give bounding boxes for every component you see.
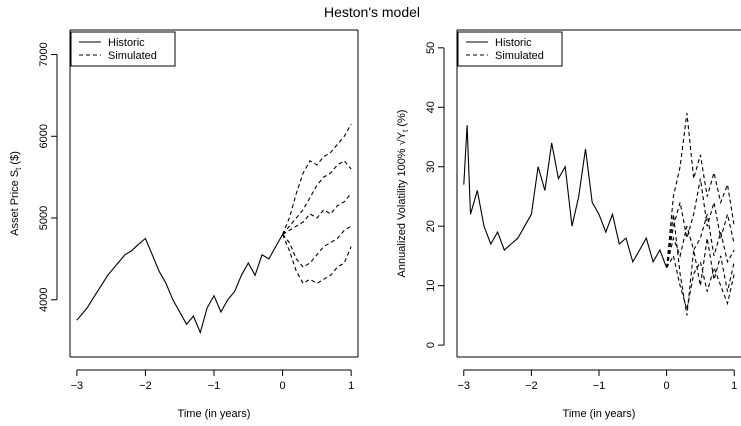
x-tick-label: −3	[71, 380, 84, 392]
legend-box	[457, 31, 563, 67]
series-line-simulated	[282, 234, 352, 285]
y-tick-label: 7000	[38, 42, 50, 66]
panel-asset-price: −3 −2 −1 0 1 4000 5000 6000 7000 Time (in years) A…	[9, 29, 359, 420]
legend-label: Historic	[108, 37, 145, 49]
series-line-simulated	[666, 214, 735, 268]
series-group	[76, 123, 352, 335]
series-line-simulated	[666, 214, 735, 316]
series-line-simulated	[666, 113, 735, 268]
x-tick-label: −2	[525, 380, 538, 392]
legend-box	[70, 31, 176, 67]
x-tick-label: −1	[208, 380, 221, 392]
series-line-simulated	[666, 178, 735, 268]
series-line-simulated	[282, 123, 352, 235]
main-title: Heston's model	[324, 4, 420, 20]
x-tick-label: −1	[593, 380, 606, 392]
y-tick-label: 30	[425, 161, 437, 173]
series-line-simulated	[282, 225, 352, 268]
x-tick-label: −2	[139, 380, 152, 392]
y-tick-label: 0	[425, 342, 437, 348]
series-line-historic	[463, 125, 668, 268]
x-tick-label: −3	[457, 380, 470, 392]
series-line-simulated	[282, 193, 352, 235]
y-tick-label: 5000	[38, 206, 50, 230]
series-group	[463, 113, 735, 316]
x-axis-title: Time (in years)	[563, 408, 636, 420]
series-line-simulated	[282, 160, 352, 235]
x-tick-label: 1	[731, 380, 737, 392]
y-axis-title: Annualized Volatility 100% √Yt (%)	[396, 110, 410, 278]
y-tick-label: 6000	[38, 124, 50, 148]
y-axis-title: Asset Price St ($)	[9, 151, 23, 236]
x-axis-title: Time (in years)	[178, 408, 251, 420]
series-line-historic	[76, 234, 284, 335]
y-tick-label: 20	[425, 220, 437, 232]
legend-label: Historic	[495, 37, 532, 49]
series-line-simulated	[666, 254, 735, 310]
y-tick-label: 40	[425, 101, 437, 113]
x-tick-label: 0	[280, 380, 286, 392]
x-tick-label: 1	[348, 380, 354, 392]
x-tick-label: 0	[664, 380, 670, 392]
legend-label: Simulated	[108, 50, 157, 62]
legend-label: Simulated	[495, 50, 544, 62]
y-tick-label: 50	[425, 42, 437, 54]
y-tick-label: 4000	[38, 288, 50, 312]
y-tick-label: 10	[425, 280, 437, 292]
